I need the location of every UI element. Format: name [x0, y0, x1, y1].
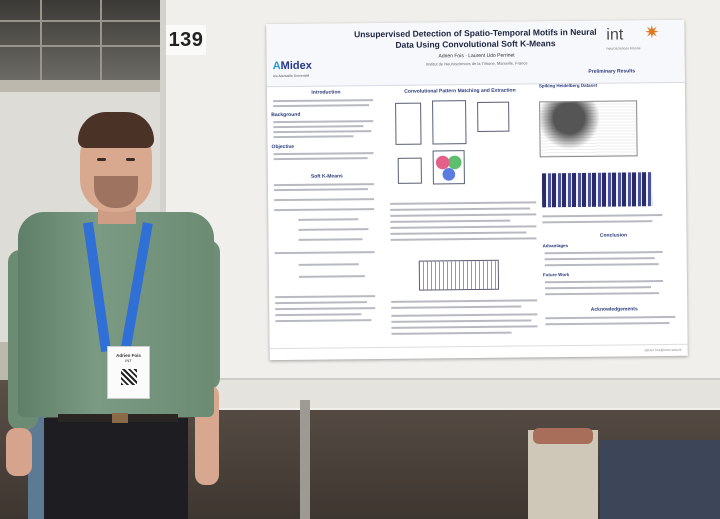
section-preliminary-results: Preliminary Results [588, 68, 636, 75]
section-objective: Objective [271, 143, 295, 151]
badge-label: INT [125, 358, 132, 363]
diagram-output-box [477, 101, 510, 132]
section-future-work: Future Work [542, 272, 570, 278]
bystander-hands [533, 428, 593, 444]
poster-title: Unsupervised Detection of Spatio-Tempora… [353, 26, 597, 50]
diagram-raster-box [395, 102, 422, 145]
badge-name: Adrien Fois [116, 353, 141, 358]
board-number: 139 [166, 25, 206, 55]
presenter-left-eye [97, 158, 106, 161]
section-convolutional: Convolutional Pattern Matching and Extra… [404, 87, 516, 95]
presenter-left-hand [6, 428, 32, 476]
amidex-logo: AMidex [272, 59, 312, 73]
presenter-hair [78, 112, 154, 148]
section-conclusion: Conclusion [599, 232, 628, 239]
int-logo: int [606, 26, 624, 44]
section-acknowledgements: Acknowledgements [590, 306, 638, 313]
poster-header: AMidex Aix-Marseille Université Unsuperv… [266, 19, 685, 88]
footer-email: adrien.fois@univ-amu.fr [644, 347, 682, 353]
amidex-logo-subtitle: Aix-Marseille Université [272, 73, 310, 79]
board-support-pole [300, 400, 310, 519]
bystander-shirt [600, 440, 720, 519]
presenter-right-eye [126, 158, 135, 161]
poster-authors: Adrien Fois · Laurent Udo Perrinet [438, 52, 515, 60]
section-introduction: Introduction [311, 89, 341, 96]
presenter-pants [44, 418, 188, 519]
name-badge: Adrien Fois INT [107, 346, 150, 399]
spike-raster-plot [539, 100, 638, 158]
research-poster: AMidex Aix-Marseille Université Unsuperv… [266, 19, 688, 361]
ceiling-truss [0, 0, 170, 80]
section-spiking-dataset: Spiking Heidelberg Dataset [538, 82, 598, 89]
amidex-logo-text: Midex [280, 59, 312, 73]
badge-qr-code [120, 369, 137, 385]
section-background: Background [271, 111, 301, 119]
diagram-clusters-box [432, 150, 465, 185]
motif-heatmap [541, 172, 653, 208]
int-star-icon: ✷ [644, 22, 660, 43]
poster-affiliation: Institut de Neurosciences de la Timone, … [425, 60, 528, 67]
diagram-raster-large [418, 259, 500, 291]
poster-board-rail [160, 378, 720, 408]
int-logo-subtitle: neurosciences timone [606, 46, 641, 51]
diagram-input-box [397, 157, 422, 184]
bystander-legs [528, 430, 598, 519]
section-soft-kmeans: Soft K-Means [310, 173, 343, 180]
presenter-beard [94, 176, 138, 208]
belt-buckle [112, 413, 128, 423]
section-advantages: Advantages [542, 243, 569, 249]
diagram-kernels-box [432, 100, 467, 145]
